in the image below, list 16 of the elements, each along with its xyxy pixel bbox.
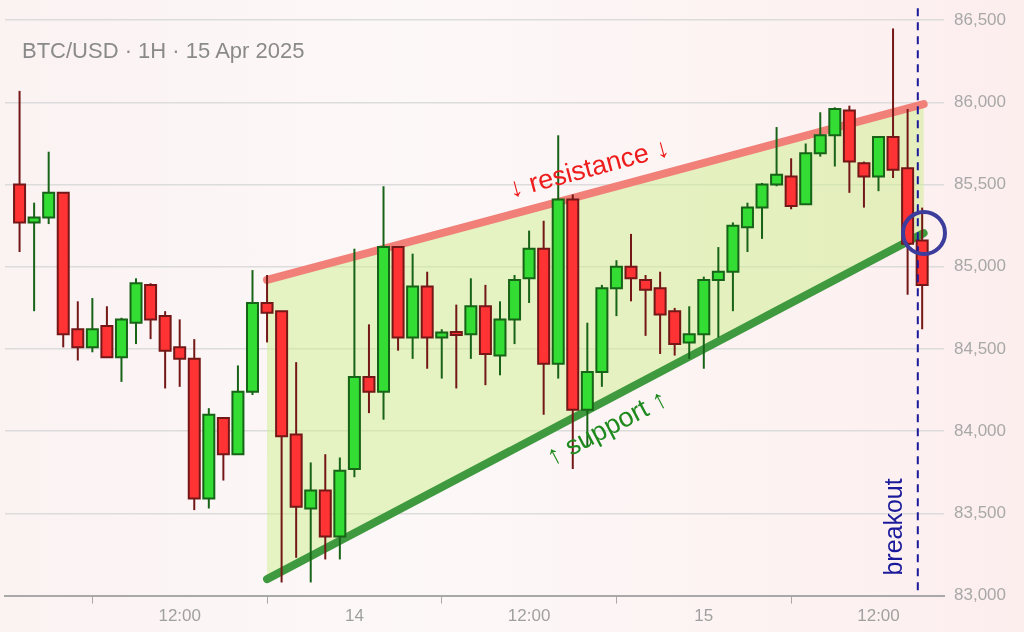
y-tick-label: 83,000 [954,585,1006,605]
y-tick-label: 84,500 [954,338,1006,358]
y-tick-label: 85,000 [954,256,1006,276]
x-tick-label: 12:00 [857,606,900,626]
y-tick-label: 86,500 [954,9,1006,29]
y-tick-label: 84,000 [954,420,1006,440]
text: ↓ resistance ↓ [505,131,673,204]
x-tick-label: 15 [694,606,714,626]
x-tick-label: 12:00 [158,606,201,626]
x-tick-label: 12:00 [507,606,551,626]
text: BTC/USD · 1H · 15 Apr 2025 [22,38,305,64]
ref-line-label: breakout [879,478,908,576]
y-tick-label: 86,000 [954,92,1006,112]
y-tick-label: 85,500 [954,174,1006,194]
y-tick-label: 83,500 [954,503,1006,523]
x-tick-label: 14 [344,606,364,626]
